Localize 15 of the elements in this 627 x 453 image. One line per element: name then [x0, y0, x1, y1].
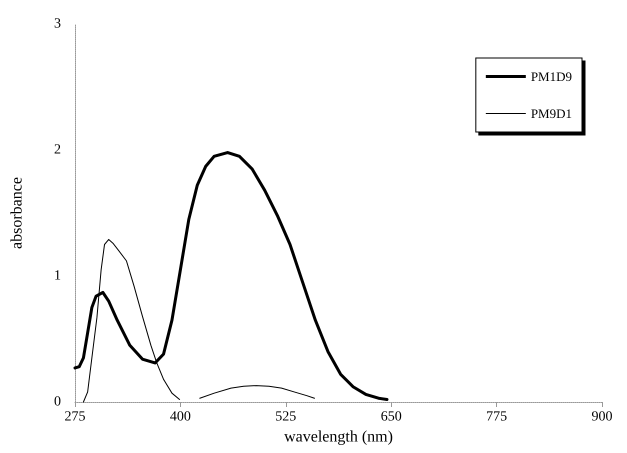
- x-axis-title: wavelength (nm): [284, 428, 393, 446]
- x-tick-label: 775: [486, 410, 508, 424]
- legend-label: PM9D1: [530, 106, 572, 121]
- y-axis-title: absorbance: [8, 177, 26, 249]
- x-tick-label: 525: [275, 410, 296, 424]
- x-tick-label: 400: [170, 410, 191, 424]
- y-tick-label: 3: [54, 16, 61, 32]
- y-tick-label: 1: [54, 268, 61, 284]
- x-tick-label: 275: [64, 410, 86, 424]
- x-tick-label: 900: [592, 410, 612, 424]
- y-tick-label: 2: [54, 142, 61, 158]
- y-tick-label: 0: [54, 394, 61, 410]
- legend-label: PM1D9: [530, 69, 572, 84]
- x-tick-label: 650: [380, 410, 402, 424]
- line-series: [74, 151, 388, 401]
